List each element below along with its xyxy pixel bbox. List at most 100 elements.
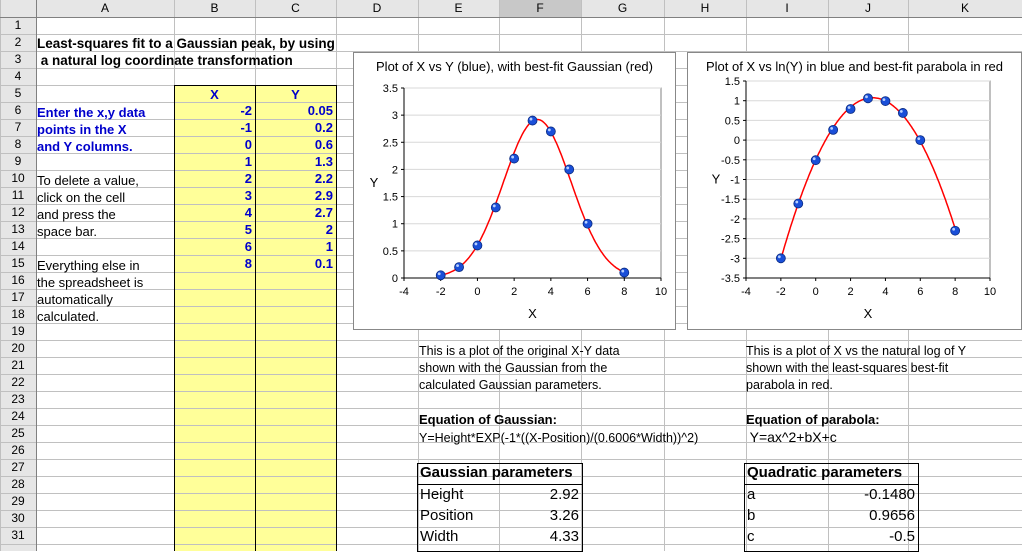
data-point [582, 218, 593, 229]
column-header[interactable]: A [100, 1, 109, 15]
row-header[interactable]: 18 [11, 307, 25, 321]
y-tick-label: 2 [392, 164, 398, 176]
column-header[interactable]: F [536, 1, 544, 15]
y-value[interactable]: 2.2 [314, 171, 333, 186]
y-value[interactable]: 0.2 [314, 120, 333, 135]
y-tick-label: 0.5 [725, 115, 740, 127]
column-header[interactable]: H [700, 1, 710, 15]
x-value[interactable]: 3 [244, 188, 252, 203]
row-header[interactable]: 2 [14, 35, 22, 49]
y-tick-label: -2.5 [721, 234, 740, 246]
row-header[interactable]: 11 [11, 188, 25, 202]
column-header[interactable]: E [454, 1, 463, 15]
data-point [793, 198, 804, 209]
row-header[interactable]: 15 [11, 256, 25, 270]
row-header[interactable]: 29 [11, 494, 25, 508]
gaussian-equation: Y=Height*EXP(-1*((X-Position)/(0.6006*Wi… [419, 431, 699, 445]
x-value[interactable]: -2 [240, 103, 252, 118]
data-point-highlight [492, 204, 496, 208]
data-point-highlight [584, 220, 588, 224]
row-header[interactable]: 8 [14, 137, 22, 151]
row-header[interactable]: 17 [11, 290, 25, 304]
y-value[interactable]: 1.3 [314, 154, 333, 169]
column-header[interactable]: C [291, 1, 300, 15]
y-tick-label: -1.5 [721, 194, 740, 206]
row-header[interactable]: 19 [11, 324, 25, 338]
x-tick-label: 10 [984, 286, 996, 298]
data-point [454, 262, 464, 273]
column-header[interactable]: K [960, 1, 969, 15]
row-header[interactable]: 22 [11, 375, 25, 389]
row-header[interactable]: 9 [14, 154, 22, 168]
x-value[interactable]: 0 [244, 137, 252, 152]
row-header[interactable]: 12 [11, 205, 25, 219]
y-value[interactable]: 0.1 [314, 256, 333, 271]
column-header[interactable]: J [865, 1, 871, 15]
data-point [863, 93, 873, 104]
x-value[interactable]: 8 [244, 256, 252, 271]
instruction-line: To delete a value, [37, 173, 139, 188]
data-point-highlight [917, 137, 921, 140]
x-column-header: X [210, 87, 219, 102]
gaussian-parameters-title: Gaussian parameters [420, 464, 573, 481]
data-point [435, 270, 446, 281]
instruction-line: Everything else in [37, 258, 140, 273]
column-header[interactable]: G [617, 1, 628, 15]
row-header[interactable]: 7 [14, 120, 22, 134]
x-value[interactable]: -1 [240, 120, 252, 135]
data-point-highlight [437, 272, 441, 276]
y-tick-label: -2 [730, 214, 740, 226]
row-header[interactable]: 27 [11, 460, 25, 474]
data-point [845, 104, 856, 114]
row-header[interactable]: 10 [11, 171, 25, 185]
row-header[interactable]: 3 [14, 52, 22, 66]
data-point-highlight [865, 95, 868, 99]
row-header[interactable]: 16 [11, 273, 25, 287]
row-header[interactable]: 21 [11, 358, 25, 372]
row-header[interactable]: 4 [14, 69, 22, 83]
x-value[interactable]: 5 [244, 222, 252, 237]
row-header[interactable]: 23 [11, 392, 25, 406]
row-header[interactable]: 28 [11, 477, 25, 491]
param-name: b [747, 507, 756, 524]
description-line: This is a plot of X vs the natural log o… [746, 344, 967, 358]
param-name: c [747, 528, 755, 545]
y-value[interactable]: 1 [325, 239, 333, 254]
row-header[interactable]: 26 [11, 443, 25, 457]
row-header[interactable]: 24 [11, 409, 25, 423]
instruction-line: space bar. [37, 224, 97, 239]
row-header[interactable]: 30 [11, 511, 25, 525]
x-value[interactable]: 4 [244, 205, 252, 220]
row-header[interactable]: 1 [14, 18, 22, 32]
row-header[interactable]: 5 [14, 86, 22, 100]
row-header[interactable]: 14 [11, 239, 25, 253]
description-line: shown with the Gaussian from the [419, 361, 608, 375]
data-point [509, 153, 520, 164]
y-value[interactable]: 2 [325, 222, 333, 237]
param-name: Height [420, 486, 464, 503]
parabola-chart[interactable]: Plot of X vs ln(Y) in blue and best-fit … [687, 52, 1022, 330]
row-header[interactable]: 6 [14, 103, 22, 117]
param-value: 4.33 [549, 528, 579, 545]
x-tick-label: 6 [917, 286, 923, 298]
y-value[interactable]: 0.05 [307, 103, 333, 118]
y-value[interactable]: 2.7 [314, 205, 333, 220]
column-header[interactable]: D [372, 1, 382, 15]
data-point-highlight [830, 126, 834, 130]
row-header[interactable]: 20 [11, 341, 25, 355]
y-tick-label: 3.5 [383, 83, 398, 95]
instruction-line: and press the [37, 207, 116, 222]
x-value[interactable]: 6 [244, 239, 252, 254]
column-header[interactable]: I [785, 1, 789, 15]
gaussian-chart[interactable]: Plot of X vs Y (blue), with best-fit Gau… [353, 52, 676, 330]
x-value[interactable]: 1 [244, 154, 252, 169]
column-header[interactable]: B [210, 1, 219, 15]
row-header[interactable]: 31 [11, 528, 25, 542]
data-point-highlight [777, 255, 781, 259]
data-point [527, 115, 538, 126]
row-header[interactable]: 25 [11, 426, 25, 440]
y-value[interactable]: 2.9 [314, 188, 333, 203]
x-value[interactable]: 2 [244, 171, 252, 186]
row-header[interactable]: 13 [11, 222, 25, 236]
y-value[interactable]: 0.6 [314, 137, 333, 152]
